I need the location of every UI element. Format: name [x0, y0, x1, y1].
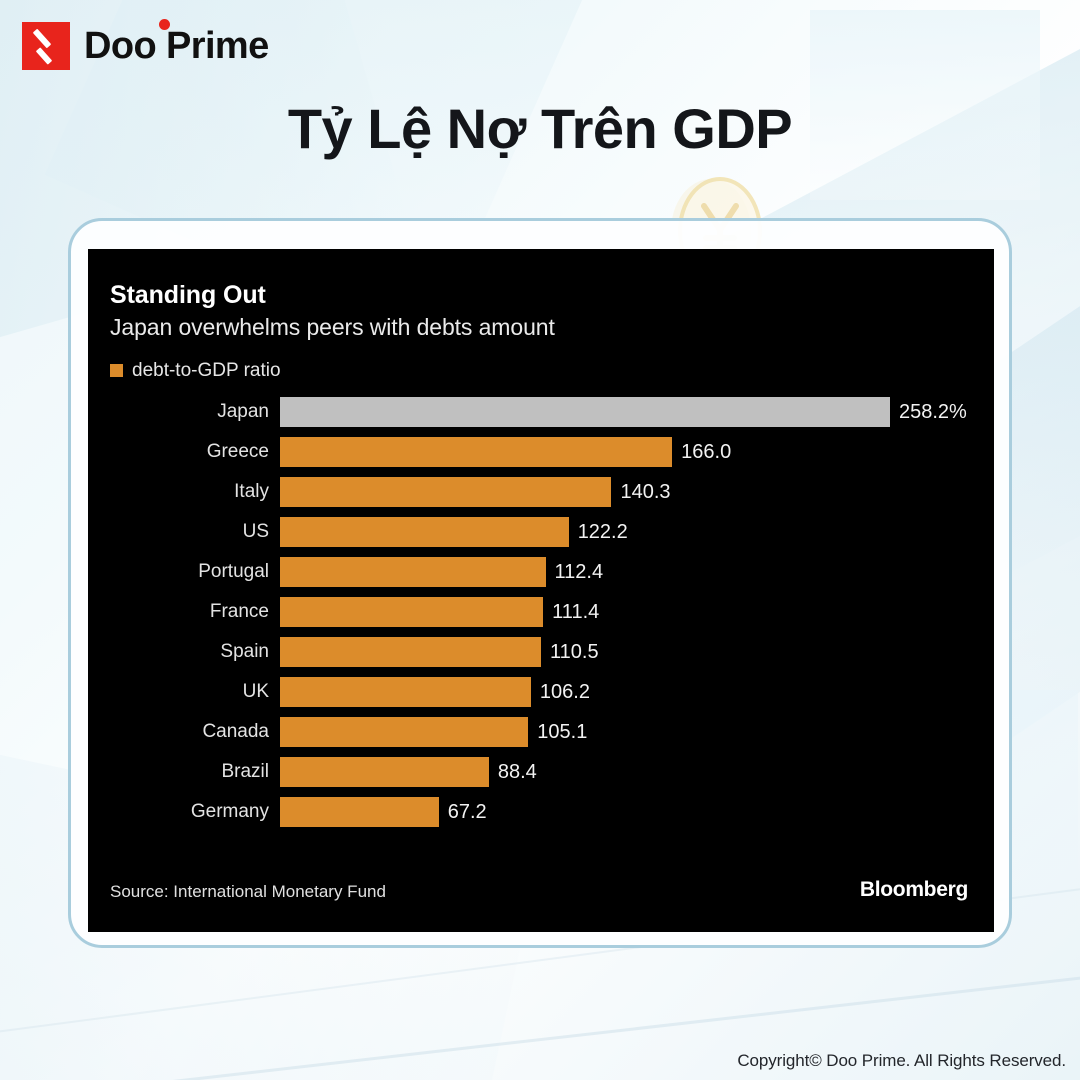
bar-category-label: Portugal [198, 561, 269, 583]
chart-title: Standing Out [110, 281, 266, 309]
bar-fill [280, 677, 531, 708]
bar-row: Canada 105.1 [110, 716, 968, 749]
bar-row: Germany 67.2 [110, 796, 968, 829]
copyright-notice: Copyright© Doo Prime. All Rights Reserve… [737, 1051, 1066, 1070]
doo-prime-mark-icon [22, 22, 70, 70]
bar-value-label: 111.4 [552, 600, 600, 623]
bar-category-label: Canada [202, 721, 269, 743]
bar-track: 111.4 [280, 597, 968, 628]
bar-value-label: 166.0 [681, 440, 732, 463]
bar-value-label: 112.4 [554, 560, 604, 583]
bar-category-label: Germany [190, 801, 269, 823]
bar-value-label: 140.3 [620, 480, 671, 503]
legend-label: debt-to-GDP ratio [132, 359, 281, 381]
bar-row: US 122.2 [110, 516, 968, 549]
bar-track: 110.5 [280, 637, 968, 668]
bar-fill [280, 437, 673, 468]
bar-track: 140.3 [280, 477, 968, 508]
bar-row: Spain 110.5 [110, 636, 968, 669]
bar-value-label: 258.2% [899, 400, 967, 423]
bar-value-label: 106.2 [539, 680, 590, 703]
bar-category-label: Greece [206, 441, 269, 463]
bar-category-label: France [209, 601, 269, 623]
bar-fill [280, 637, 542, 668]
bar-track: 122.2 [280, 517, 968, 548]
bar-track: 67.2 [280, 797, 968, 828]
bar-value-label: 122.2 [577, 520, 628, 543]
bar-fill [280, 397, 890, 428]
bar-track: 166.0 [280, 437, 968, 468]
legend-swatch-icon [110, 364, 123, 378]
bar-row: Brazil 88.4 [110, 756, 968, 789]
bar-category-label: Italy [234, 481, 269, 503]
bar-row: France 111.4 [110, 596, 968, 629]
logo-accent-dot-icon [159, 19, 170, 30]
bar-fill [280, 717, 529, 748]
bar-row: Italy 140.3 [110, 476, 968, 509]
bar-track: 258.2% [280, 397, 968, 428]
bar-track: 105.1 [280, 717, 968, 748]
bar-value-label: 67.2 [447, 800, 487, 823]
bar-value-label: 110.5 [550, 640, 599, 663]
bar-fill [280, 597, 544, 628]
bar-row: Portugal 112.4 [110, 556, 968, 589]
chart-subtitle: Japan overwhelms peers with debts amount [110, 314, 555, 340]
bar-category-label: Japan [217, 401, 269, 423]
bar-fill [280, 517, 569, 548]
bar-track: 106.2 [280, 677, 968, 708]
bar-fill [280, 477, 612, 508]
bar-chart-plot: Japan 258.2% Greece 166.0 Italy 140.3 US 122.2 P… [110, 396, 968, 829]
page-title: Tỷ Lệ Nợ Trên GDP [287, 97, 793, 160]
bar-row: UK 106.2 [110, 676, 968, 709]
bloomberg-brand-label: Bloomberg [859, 878, 968, 901]
bar-fill [280, 757, 489, 788]
bar-track: 112.4 [280, 557, 968, 588]
chart-legend: debt-to-GDP ratio [110, 360, 968, 382]
bar-category-label: Brazil [221, 761, 269, 783]
brand-logo-text: Doo Prime [84, 25, 269, 67]
bar-fill [280, 797, 439, 828]
chart-footer: Source: International Monetary Fund Bloo… [110, 878, 968, 902]
bar-track: 88.4 [280, 757, 968, 788]
bar-row: Japan 258.2% [110, 396, 968, 429]
bar-category-label: UK [242, 681, 269, 703]
brand-logo: Doo Prime [22, 19, 269, 70]
bar-category-label: US [242, 521, 269, 543]
bar-fill [280, 557, 546, 588]
bar-value-label: 105.1 [537, 720, 588, 743]
chart-source-note: Source: International Monetary Fund [110, 882, 386, 901]
bar-category-label: Spain [220, 641, 269, 663]
chart-panel: Standing Out Japan overwhelms peers with… [88, 249, 994, 932]
bar-value-label: 88.4 [497, 760, 537, 783]
bar-row: Greece 166.0 [110, 436, 968, 469]
